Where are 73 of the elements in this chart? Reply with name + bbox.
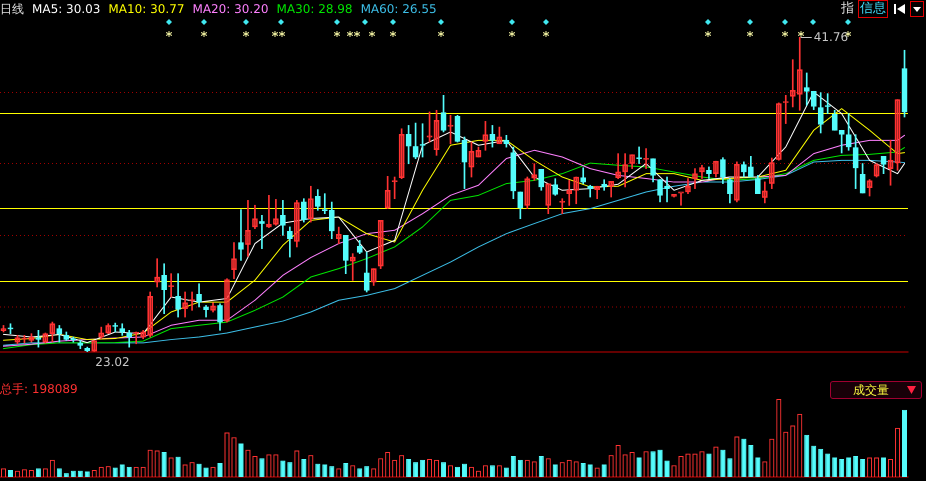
text: MA30: 28.98 (276, 1, 353, 18)
text: 总手: 198089 (0, 381, 78, 397)
annotation: 41.76 (814, 30, 848, 44)
candlestick (8, 323, 14, 334)
bar (462, 464, 467, 477)
bar (804, 434, 810, 477)
bar (204, 468, 209, 477)
bar (120, 464, 125, 477)
bar (56, 468, 62, 477)
candlestick (259, 215, 265, 249)
text: MA60: 26.55 (360, 1, 437, 18)
bar (741, 438, 746, 477)
bar (357, 468, 362, 477)
bar (818, 448, 824, 477)
bar (238, 443, 244, 477)
bar (315, 464, 320, 477)
bar (343, 462, 348, 477)
bar (658, 450, 663, 477)
bar (322, 464, 328, 477)
bar (176, 456, 181, 477)
bar (902, 410, 908, 477)
bar (218, 462, 223, 477)
bar (588, 464, 593, 477)
bar (364, 466, 370, 477)
text: MA5: 30.03 (32, 1, 100, 18)
bar (280, 460, 286, 477)
bar (504, 468, 509, 477)
bar (112, 468, 118, 477)
bar (329, 466, 334, 477)
bar (490, 465, 495, 477)
bar (860, 459, 866, 477)
bar (664, 460, 670, 477)
bar (259, 458, 264, 477)
bar (420, 460, 426, 477)
bar (636, 458, 642, 477)
bar (454, 466, 460, 477)
chart-title: 日线 (0, 1, 24, 18)
bar (196, 464, 202, 477)
bar (839, 459, 844, 477)
bar (580, 462, 586, 477)
bar (413, 462, 418, 477)
bar (755, 458, 760, 477)
bar (301, 459, 306, 477)
bar (720, 450, 726, 477)
text: 指 (841, 1, 854, 17)
text: 23.02 (95, 355, 130, 370)
bar (441, 462, 446, 477)
bar (552, 464, 558, 477)
bar (36, 468, 41, 477)
bar (602, 464, 607, 477)
bar (287, 462, 292, 477)
bar (538, 456, 544, 477)
bar (406, 459, 412, 477)
bar (518, 460, 523, 477)
bar (748, 445, 754, 477)
bar (126, 466, 132, 477)
bar (510, 456, 516, 477)
bar (706, 454, 712, 477)
text: 信息 (858, 0, 888, 18)
text: MA10: 30.77 (108, 1, 184, 18)
bar (727, 458, 732, 477)
dropdown-field: 成交量 (830, 381, 922, 399)
text: MA20: 30.20 (192, 1, 269, 18)
bar (846, 458, 852, 477)
bar (811, 446, 816, 477)
bar (162, 452, 167, 477)
bar (825, 454, 830, 477)
bar (881, 458, 886, 477)
bar (832, 458, 838, 477)
bar (853, 456, 858, 477)
candlestick (238, 209, 244, 261)
bar (650, 451, 656, 477)
candlestick (664, 176, 670, 202)
